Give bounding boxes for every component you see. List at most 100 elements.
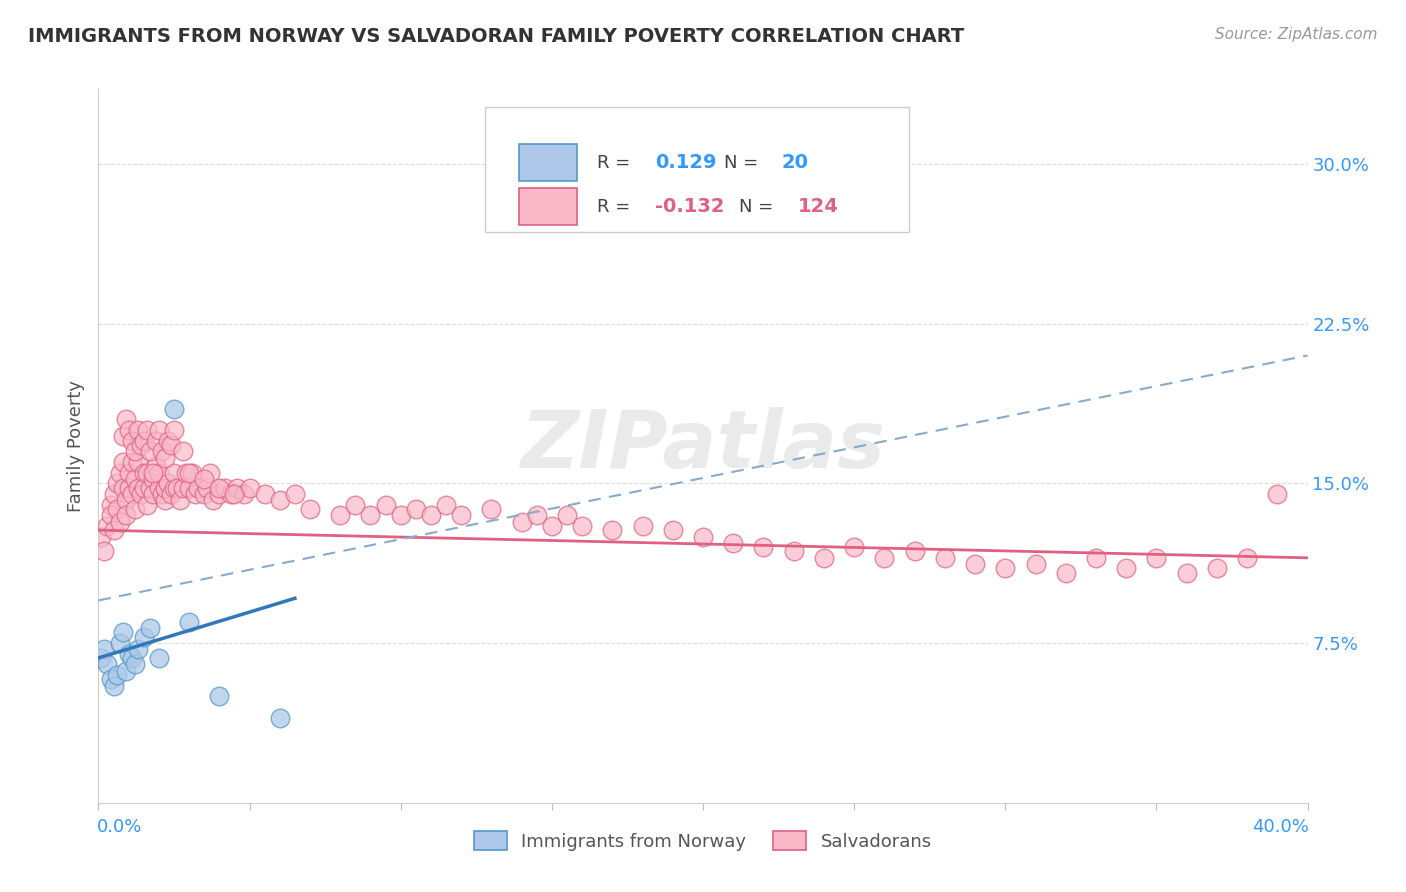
Point [118, 466, 141, 480]
Point [121, 651, 143, 665]
Legend: Immigrants from Norway, Salvadorans: Immigrants from Norway, Salvadorans [467, 824, 939, 858]
Point [752, 540, 775, 554]
Point [510, 515, 533, 529]
Point [187, 481, 209, 495]
Point [555, 508, 578, 523]
Point [90, 651, 112, 665]
Point [299, 501, 322, 516]
Point [139, 481, 162, 495]
Point [148, 466, 170, 480]
Point [208, 481, 231, 495]
Point [100, 498, 122, 512]
Point [994, 561, 1017, 575]
Point [540, 519, 562, 533]
Point [184, 487, 207, 501]
Point [239, 481, 262, 495]
Point [111, 625, 134, 640]
FancyBboxPatch shape [485, 107, 908, 232]
Point [118, 481, 141, 495]
Point [873, 550, 896, 565]
Point [526, 508, 548, 523]
Point [174, 466, 197, 480]
Point [96, 519, 118, 533]
Point [148, 651, 170, 665]
Bar [519, 145, 578, 181]
Point [1175, 566, 1198, 580]
Point [114, 493, 136, 508]
Y-axis label: Family Poverty: Family Poverty [66, 380, 84, 512]
Point [1206, 561, 1229, 575]
Point [139, 621, 162, 635]
Point [329, 508, 352, 523]
Point [360, 508, 382, 523]
Point [103, 679, 125, 693]
Point [179, 481, 201, 495]
Point [108, 636, 131, 650]
Point [232, 487, 254, 501]
Point [135, 423, 157, 437]
Point [193, 487, 215, 501]
Point [692, 529, 714, 543]
Point [127, 642, 149, 657]
Point [93, 642, 115, 657]
Point [179, 615, 201, 629]
Point [132, 466, 155, 480]
Point [208, 487, 231, 501]
Point [163, 481, 186, 495]
Point [93, 544, 115, 558]
Point [118, 423, 141, 437]
Point [142, 487, 165, 501]
Point [269, 493, 291, 508]
Point [127, 455, 149, 469]
Point [1144, 550, 1167, 565]
Point [90, 529, 112, 543]
Text: 0.129: 0.129 [655, 153, 716, 172]
Point [723, 536, 745, 550]
Point [602, 523, 624, 537]
Point [934, 550, 956, 565]
Point [193, 472, 215, 486]
Point [1054, 566, 1077, 580]
Point [124, 444, 146, 458]
Point [96, 657, 118, 672]
Point [148, 481, 170, 495]
Point [121, 434, 143, 448]
Point [221, 487, 243, 501]
Point [224, 487, 246, 501]
Point [172, 481, 194, 495]
Point [405, 501, 427, 516]
Point [179, 466, 201, 480]
Point [661, 523, 683, 537]
Point [156, 476, 179, 491]
Point [571, 519, 593, 533]
Point [103, 487, 125, 501]
Point [121, 455, 143, 469]
Text: -0.132: -0.132 [655, 197, 724, 217]
Point [783, 544, 806, 558]
Point [844, 540, 866, 554]
Point [450, 508, 472, 523]
Point [127, 481, 149, 495]
Point [172, 444, 194, 458]
Point [148, 423, 170, 437]
Point [114, 412, 136, 426]
Point [253, 487, 276, 501]
Point [269, 710, 291, 724]
Point [108, 515, 131, 529]
Point [208, 690, 231, 704]
Point [124, 501, 146, 516]
Point [965, 558, 987, 572]
Point [111, 481, 134, 495]
Text: 0.0%: 0.0% [97, 819, 142, 837]
Point [160, 487, 183, 501]
Point [150, 487, 173, 501]
Point [904, 544, 927, 558]
Point [163, 466, 186, 480]
Point [145, 434, 167, 448]
Text: 20: 20 [782, 153, 808, 172]
Point [153, 493, 176, 508]
Text: N =: N = [740, 198, 779, 216]
Point [114, 664, 136, 678]
Text: N =: N = [724, 153, 763, 171]
Point [132, 630, 155, 644]
